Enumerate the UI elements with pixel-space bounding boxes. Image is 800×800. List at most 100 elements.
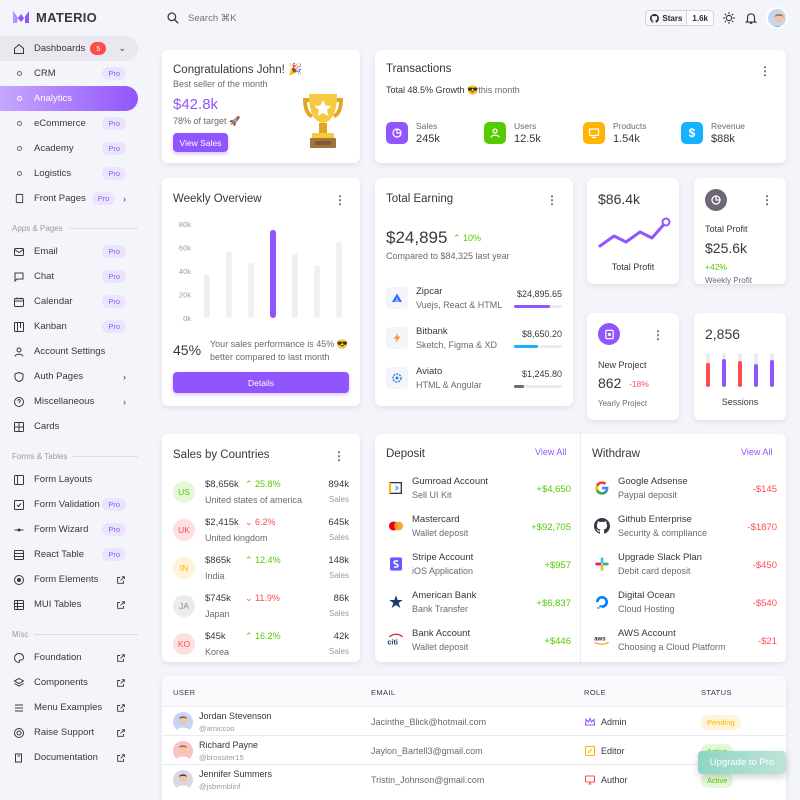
sidebar-item-email[interactable]: Email Pro <box>0 239 138 264</box>
deposit-name: Stripe Account <box>412 552 474 563</box>
sidebar-item-form-elements[interactable]: Form Elements <box>0 567 138 592</box>
sidebar-item-label: Analytics <box>34 93 73 104</box>
more-vert-icon[interactable]: ⋮ <box>759 64 771 78</box>
earning-item-desc: HTML & Angular <box>416 380 482 390</box>
sidebar-item-analytics[interactable]: Analytics <box>0 86 138 111</box>
sidebar-item-ecommerce[interactable]: eCommerce Pro <box>0 111 138 136</box>
table-row[interactable]: Jordan Stevenson @amiccoo Jacinthe_Blick@h… <box>162 706 786 735</box>
arrow-up-icon: ⌃ <box>245 555 256 565</box>
sidebar-item-react-table[interactable]: React Table Pro <box>0 542 138 567</box>
sidebar-item-chat[interactable]: Chat Pro <box>0 264 138 289</box>
country-sales: 148k <box>328 555 349 566</box>
table-header: USER EMAIL ROLE STATUS <box>162 676 786 706</box>
external-link-icon <box>117 653 125 662</box>
sessions-card: 2,856 Sessions <box>694 313 786 420</box>
withdraw-desc: Choosing a Cloud Platform <box>618 642 726 652</box>
sessions-value: 2,856 <box>705 326 741 342</box>
country-name: United kingdom <box>205 533 268 543</box>
sidebar-item-kanban[interactable]: Kanban Pro <box>0 314 138 339</box>
radio-icon <box>12 573 26 587</box>
country-sales-label: Sales <box>328 609 349 618</box>
user-email: Jaylon_Bartell3@gmail.com <box>371 746 483 756</box>
sidebar-item-calendar[interactable]: Calendar Pro <box>0 289 138 314</box>
more-vert-icon[interactable]: ⋮ <box>761 193 773 207</box>
section-forms-tables: Forms & Tables <box>0 445 150 467</box>
stat-value: 245k <box>416 133 440 145</box>
sidebar-item-label: Foundation <box>34 652 82 663</box>
country-avatar: US <box>173 481 195 503</box>
chevron-right-icon: › <box>123 193 126 204</box>
status-badge: Pending <box>701 715 741 730</box>
country-sales-label: Sales <box>328 495 349 504</box>
earning-progress <box>514 304 562 308</box>
chevron-right-icon: › <box>123 371 126 382</box>
weekly-overview-card: Weekly Overview ⋮ 80k 60k 40k 20k 0k 45% You… <box>162 178 360 406</box>
sidebar-item-label: Documentation <box>34 752 98 763</box>
weekly-bar <box>204 274 210 318</box>
earning-progress <box>514 344 562 348</box>
sidebar-item-logistics[interactable]: Logistics Pro <box>0 161 138 186</box>
sidebar-item-foundation[interactable]: Foundation <box>0 645 138 670</box>
deposit-view-all-link[interactable]: View All <box>535 447 567 457</box>
sidebar-item-menu-examples[interactable]: Menu Examples <box>0 695 138 720</box>
external-link-icon <box>117 728 125 737</box>
country-change-value: 16.2% <box>255 631 281 641</box>
upgrade-to-pro-button[interactable]: Upgrade to Pro <box>698 751 786 774</box>
weekly-bar-chart: 80k 60k 40k 20k 0k <box>179 220 342 323</box>
deposit-row: Stripe Account iOS Application +$957 <box>386 552 571 582</box>
more-vert-icon[interactable]: ⋮ <box>652 328 664 342</box>
details-button[interactable]: Details <box>173 372 349 393</box>
country-sales: 42k <box>333 631 349 642</box>
col-user: USER <box>173 688 196 697</box>
sidebar-item-label: Academy <box>34 143 74 154</box>
sidebar-item-form-layouts[interactable]: Form Layouts <box>0 467 138 492</box>
sidebar-item-academy[interactable]: Academy Pro <box>0 136 138 161</box>
user-avatar[interactable] <box>766 7 788 29</box>
github-stars-button[interactable]: Stars 1.6k <box>645 10 714 26</box>
more-vert-icon[interactable]: ⋮ <box>334 193 346 207</box>
arrow-up-icon: ⌃ <box>245 631 256 641</box>
country-change-value: 11.9% <box>255 593 280 603</box>
sidebar-item-form-validation[interactable]: Form Validation Pro <box>0 492 138 517</box>
search-input[interactable] <box>188 12 388 24</box>
sidebar-item-raise-support[interactable]: Raise Support <box>0 720 138 745</box>
more-vert-icon[interactable]: ⋮ <box>333 449 345 463</box>
shield-icon <box>12 370 26 384</box>
search-icon[interactable] <box>166 11 180 25</box>
sun-icon[interactable] <box>722 11 736 25</box>
sidebar-item-front-pages[interactable]: Front Pages Pro › <box>0 186 138 211</box>
more-vert-icon[interactable]: ⋮ <box>546 193 558 207</box>
sidebar-item-auth-pages[interactable]: Auth Pages › <box>0 364 138 389</box>
view-sales-button[interactable]: View Sales <box>173 133 228 152</box>
sidebar-item-documentation[interactable]: Documentation <box>0 745 138 770</box>
stripe-icon <box>386 554 406 574</box>
table-row[interactable]: Richard Payne @brossiter15 Jaylon_Bartell3… <box>162 735 786 764</box>
withdraw-view-all-link[interactable]: View All <box>741 447 773 457</box>
role-icon <box>584 716 596 728</box>
divider <box>580 434 581 662</box>
country-change: ⌄ 6.2% <box>245 517 276 528</box>
table-row[interactable]: Jennifer Summers @jsbemblinf Tristin_Johns… <box>162 764 786 793</box>
components-icon <box>12 676 26 690</box>
brand[interactable]: MATERIO <box>0 0 150 34</box>
earning-progress <box>514 384 562 388</box>
country-name: Japan <box>205 609 230 619</box>
sidebar-item-account-settings[interactable]: Account Settings <box>0 339 138 364</box>
sidebar-item-components[interactable]: Components <box>0 670 138 695</box>
sidebar-item-crm[interactable]: CRM Pro <box>0 61 138 86</box>
sidebar-item-form-wizard[interactable]: Form Wizard Pro <box>0 517 138 542</box>
sidebar-item-label: MUI Tables <box>34 599 82 610</box>
menu-icon <box>12 701 26 715</box>
sidebar-item-miscellaneous[interactable]: Miscellaneous › <box>0 389 138 414</box>
american-bank-icon <box>386 592 406 612</box>
github-stars-count: 1.6k <box>686 11 713 25</box>
sidebar-item-cards[interactable]: Cards <box>0 414 138 439</box>
progress-fill <box>514 344 538 348</box>
sidebar-item-dashboards[interactable]: Dashboards 5 ⌄ <box>0 36 138 61</box>
bell-icon[interactable] <box>744 11 758 25</box>
sidebar-item-label: CRM <box>34 68 56 79</box>
sidebar-item-mui-tables[interactable]: MUI Tables <box>0 592 138 617</box>
external-link-icon <box>117 753 125 762</box>
transactions-title: Transactions <box>386 63 452 75</box>
y-tick-label: 60k <box>179 244 191 253</box>
